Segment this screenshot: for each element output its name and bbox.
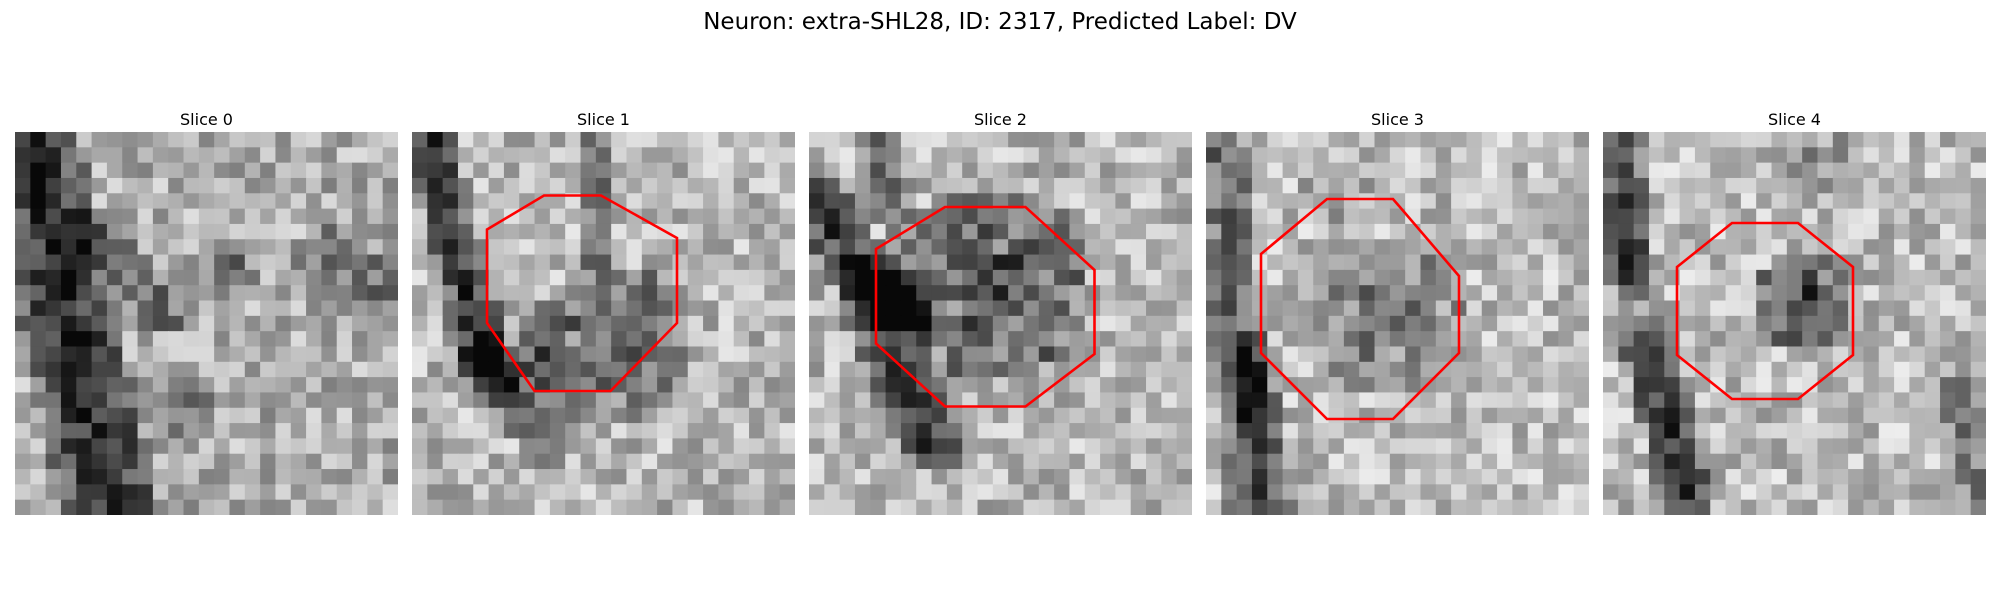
slice-panel-4: Slice 4 xyxy=(1603,108,1986,515)
slice-title: Slice 0 xyxy=(180,110,233,129)
segmentation-contour xyxy=(485,194,679,393)
micrograph-pixels xyxy=(15,132,398,515)
slice-panel-2: Slice 2 xyxy=(809,108,1192,515)
slice-title: Slice 1 xyxy=(577,110,630,129)
slice-title: Slice 4 xyxy=(1768,110,1821,129)
figure-title: Neuron: extra-SHL28, ID: 2317, Predicted… xyxy=(703,9,1297,35)
segmentation-contour xyxy=(1259,197,1461,421)
slice-image xyxy=(1603,132,1986,515)
slice-panel-1: Slice 1 xyxy=(412,108,795,515)
slice-image xyxy=(15,132,398,515)
slice-panel-0: Slice 0 xyxy=(15,108,398,515)
micrograph-pixels xyxy=(1603,132,1986,515)
slice-image xyxy=(412,132,795,515)
segmentation-contour xyxy=(874,205,1096,408)
micrograph-pixels xyxy=(1206,132,1589,515)
slice-title: Slice 3 xyxy=(1371,110,1424,129)
slice-image xyxy=(809,132,1192,515)
slice-image xyxy=(1206,132,1589,515)
micrograph-pixels xyxy=(412,132,795,515)
segmentation-contour xyxy=(1675,221,1855,401)
slice-panel-3: Slice 3 xyxy=(1206,108,1589,515)
slice-title: Slice 2 xyxy=(974,110,1027,129)
micrograph-pixels xyxy=(809,132,1192,515)
